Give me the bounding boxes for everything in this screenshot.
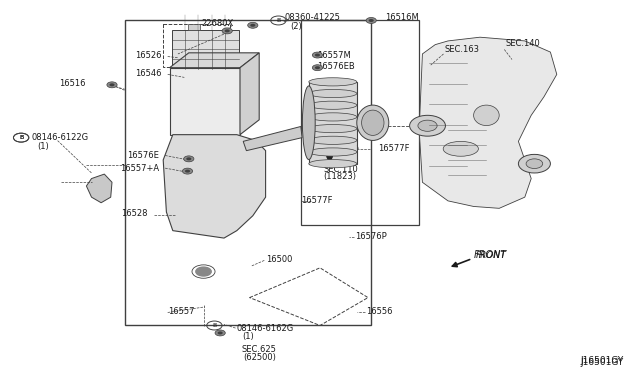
Circle shape xyxy=(184,156,194,162)
Ellipse shape xyxy=(308,89,357,97)
Ellipse shape xyxy=(308,78,357,86)
Circle shape xyxy=(418,120,437,131)
Circle shape xyxy=(222,28,232,34)
Text: (2): (2) xyxy=(290,22,301,31)
Text: 16556: 16556 xyxy=(366,307,392,316)
Text: 16577F: 16577F xyxy=(301,196,332,205)
Circle shape xyxy=(369,19,374,22)
Circle shape xyxy=(518,154,550,173)
Text: SEC.625: SEC.625 xyxy=(242,345,276,354)
Circle shape xyxy=(107,82,117,88)
Circle shape xyxy=(410,115,445,136)
Circle shape xyxy=(250,24,255,27)
Text: B: B xyxy=(276,18,280,23)
Circle shape xyxy=(215,330,225,336)
Polygon shape xyxy=(419,37,557,208)
Circle shape xyxy=(109,83,115,86)
Circle shape xyxy=(186,157,191,160)
Polygon shape xyxy=(86,174,112,203)
Text: 16546: 16546 xyxy=(135,69,161,78)
Circle shape xyxy=(315,54,320,57)
Text: (1): (1) xyxy=(242,332,253,341)
Text: 16557+A: 16557+A xyxy=(120,164,159,173)
Text: 16576EB: 16576EB xyxy=(317,62,355,71)
Circle shape xyxy=(225,29,230,32)
Text: SEC.140: SEC.140 xyxy=(506,39,540,48)
Text: 16500: 16500 xyxy=(266,255,292,264)
Bar xyxy=(301,20,419,225)
Circle shape xyxy=(312,65,323,71)
Text: 16516M: 16516M xyxy=(385,13,419,22)
Text: J16501GY: J16501GY xyxy=(580,356,624,365)
Text: 16576E: 16576E xyxy=(127,151,159,160)
Ellipse shape xyxy=(308,101,357,109)
Polygon shape xyxy=(170,53,259,68)
Polygon shape xyxy=(163,135,266,238)
Ellipse shape xyxy=(308,160,357,168)
Circle shape xyxy=(366,17,376,23)
Circle shape xyxy=(248,22,258,28)
Text: 08146-6162G: 08146-6162G xyxy=(237,324,294,333)
Text: 16577F: 16577F xyxy=(378,144,409,153)
Circle shape xyxy=(196,267,211,276)
Ellipse shape xyxy=(308,125,357,133)
Text: (62500): (62500) xyxy=(243,353,276,362)
Bar xyxy=(125,20,371,325)
Text: (1): (1) xyxy=(37,142,49,151)
Text: B: B xyxy=(19,135,23,140)
Ellipse shape xyxy=(443,141,479,156)
Text: 16528: 16528 xyxy=(121,209,147,218)
Bar xyxy=(309,82,357,164)
Text: 16576P: 16576P xyxy=(355,232,387,241)
Text: FRONT: FRONT xyxy=(474,250,507,260)
Text: SEC.163: SEC.163 xyxy=(445,45,480,54)
Circle shape xyxy=(218,331,223,334)
Text: 16557: 16557 xyxy=(168,307,195,316)
Polygon shape xyxy=(240,53,259,135)
Text: 08146-6122G: 08146-6122G xyxy=(32,133,89,142)
Ellipse shape xyxy=(474,105,499,125)
Bar xyxy=(170,68,240,135)
Ellipse shape xyxy=(362,110,384,135)
Bar xyxy=(172,30,239,69)
Bar xyxy=(163,24,230,67)
Polygon shape xyxy=(243,126,302,151)
Ellipse shape xyxy=(357,105,389,141)
Circle shape xyxy=(182,168,193,174)
Text: SEC.110: SEC.110 xyxy=(323,165,358,174)
Circle shape xyxy=(315,66,320,69)
Text: 22680X: 22680X xyxy=(202,19,234,28)
Ellipse shape xyxy=(308,113,357,121)
Text: 16526: 16526 xyxy=(135,51,161,60)
Text: 08360-41225: 08360-41225 xyxy=(285,13,340,22)
Text: B: B xyxy=(212,323,216,328)
Text: FRONT: FRONT xyxy=(476,251,506,260)
Circle shape xyxy=(526,159,543,169)
Ellipse shape xyxy=(308,148,357,156)
Circle shape xyxy=(185,170,190,173)
Text: 16516: 16516 xyxy=(59,79,85,88)
Circle shape xyxy=(312,52,323,58)
Ellipse shape xyxy=(308,136,357,144)
Text: B: B xyxy=(19,135,23,140)
Ellipse shape xyxy=(303,86,315,160)
Text: (11823): (11823) xyxy=(323,172,356,181)
Bar xyxy=(188,24,200,30)
Text: 16557M: 16557M xyxy=(317,51,351,60)
Text: J16501GY: J16501GY xyxy=(580,358,624,367)
